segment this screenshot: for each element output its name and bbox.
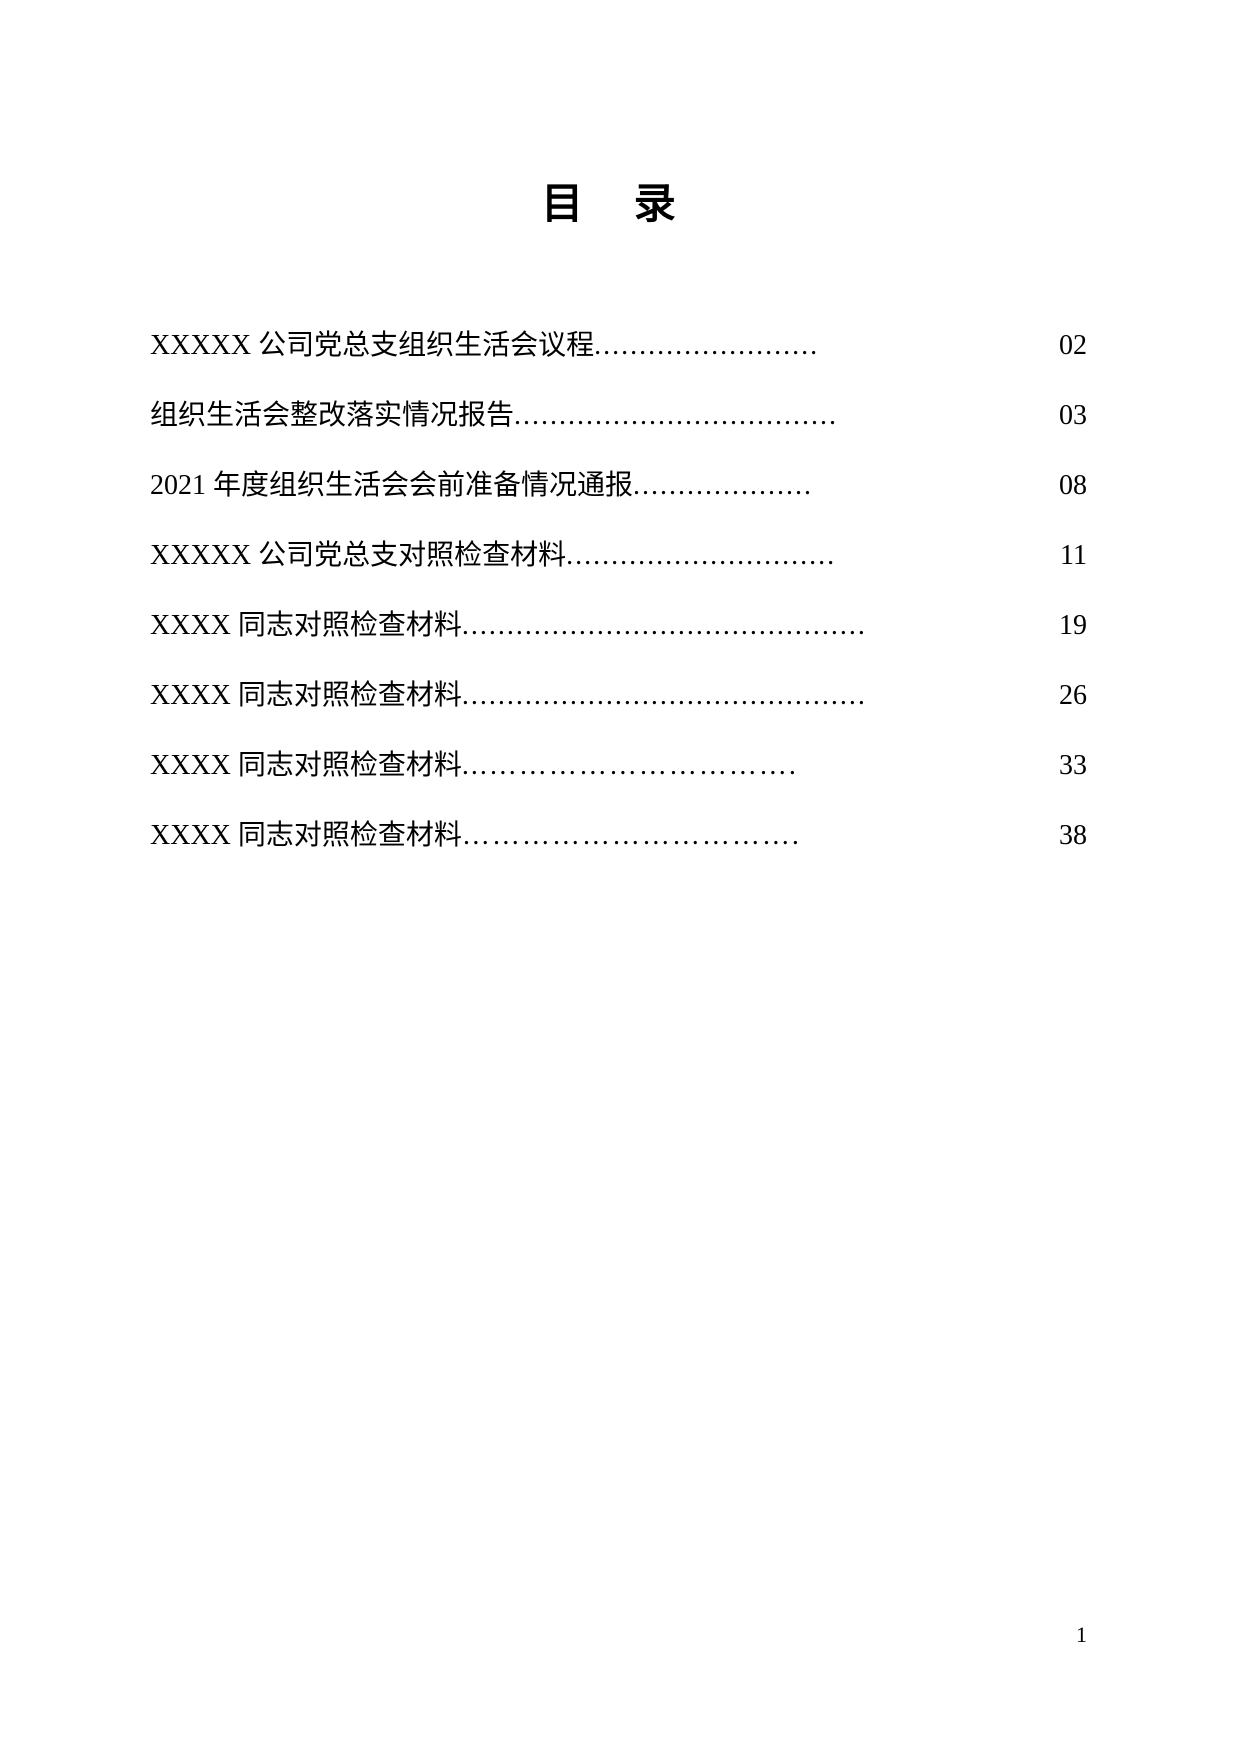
toc-item-dots: .................... [633, 451, 1059, 521]
page-number: 1 [1076, 1622, 1087, 1648]
toc-item-dots: ........................................… [462, 591, 1059, 661]
toc-item-text: XXXX 同志对照检查材料 [150, 731, 462, 801]
toc-item-text: XXXXX 公司党总支组织生活会议程 [150, 311, 594, 381]
toc-item-dots: ......................... [594, 311, 1059, 381]
toc-item-text: XXXX 同志对照检查材料 [150, 801, 462, 871]
toc-item: 2021 年度组织生活会会前准备情况通报 ...................… [150, 451, 1087, 521]
toc-item: XXXXX 公司党总支对照检查材料 ......................… [150, 521, 1087, 591]
toc-item-page: 26 [1059, 661, 1087, 731]
toc-item-page: 03 [1059, 381, 1087, 451]
document-page: 目 录 XXXXX 公司党总支组织生活会议程 .................… [0, 0, 1237, 1748]
toc-item-page: 08 [1059, 451, 1087, 521]
toc-item-page: 02 [1059, 311, 1087, 381]
toc-item: XXXX 同志对照检查材料 ..........................… [150, 661, 1087, 731]
toc-list: XXXXX 公司党总支组织生活会议程 .....................… [150, 311, 1087, 871]
toc-item-page: 33 [1059, 731, 1087, 801]
toc-item: 组织生活会整改落实情况报告 ..........................… [150, 381, 1087, 451]
toc-item-dots: .................................... [514, 381, 1059, 451]
toc-item-text: 组织生活会整改落实情况报告 [150, 381, 514, 451]
toc-item: XXXX 同志对照检查材料 ..........................… [150, 591, 1087, 661]
toc-item-page: 19 [1059, 591, 1087, 661]
toc-item: XXXX 同志对照检查材料 ……………………………. 38 [150, 801, 1087, 871]
toc-item-page: 11 [1060, 521, 1087, 591]
toc-title: 目 录 [150, 170, 1087, 231]
toc-item-dots: ...…………………………. [462, 731, 1059, 801]
toc-item-text: XXXX 同志对照检查材料 [150, 661, 462, 731]
toc-item-text: XXXX 同志对照检查材料 [150, 591, 462, 661]
toc-item-dots: ……………………………. [462, 801, 1059, 871]
toc-item-dots: .............................. [566, 521, 1060, 591]
toc-item-dots: ........................................… [462, 661, 1059, 731]
toc-item-page: 38 [1059, 801, 1087, 871]
toc-item: XXXXX 公司党总支组织生活会议程 .....................… [150, 311, 1087, 381]
toc-item-text: 2021 年度组织生活会会前准备情况通报 [150, 451, 633, 521]
toc-item-text: XXXXX 公司党总支对照检查材料 [150, 521, 566, 591]
toc-item: XXXX 同志对照检查材料 ...…………………………. 33 [150, 731, 1087, 801]
